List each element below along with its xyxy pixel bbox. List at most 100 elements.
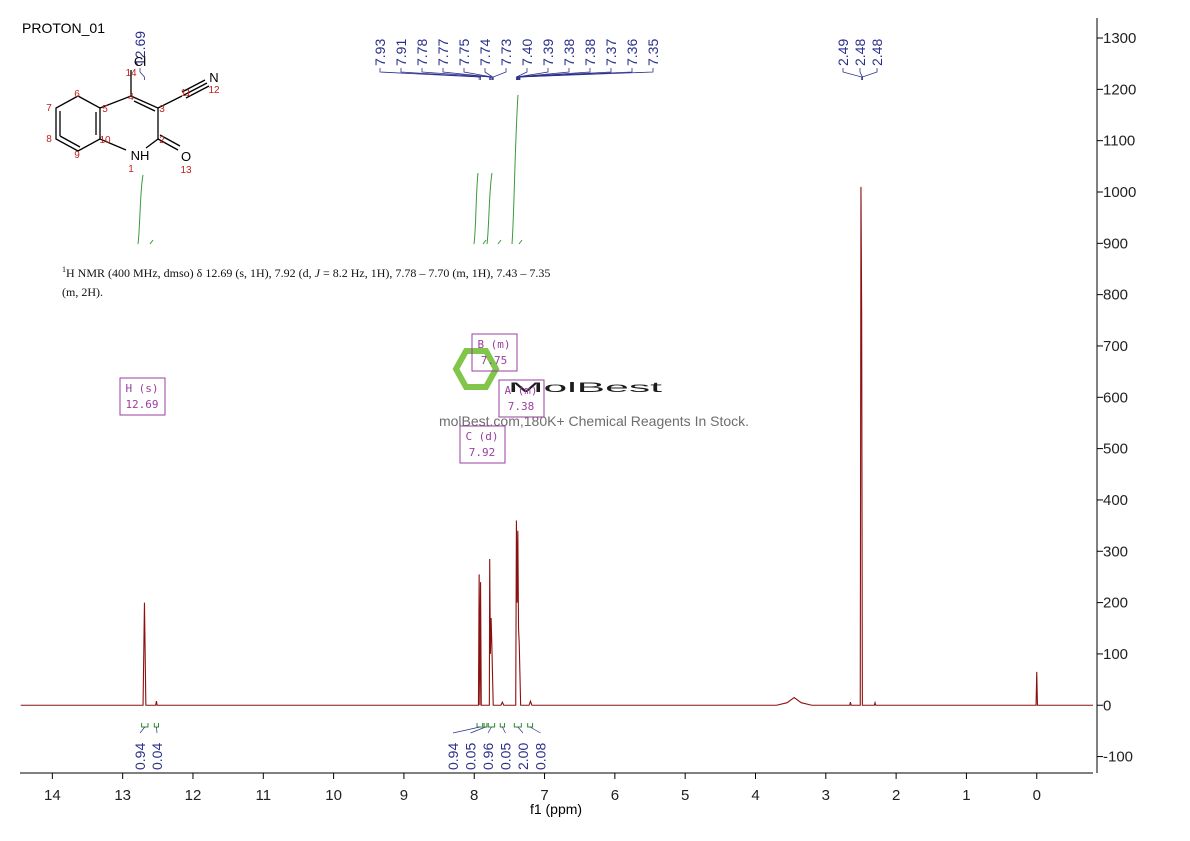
atom-number: 3	[159, 104, 165, 115]
atom-label: Cl	[134, 54, 146, 69]
tagline: molBest.com,180K+ Chemical Reagents In S…	[439, 413, 749, 429]
peak-label: 12.69	[132, 31, 148, 66]
peak-label: 7.40	[519, 39, 535, 66]
integral-bracket	[487, 723, 496, 728]
peak-label: 7.75	[456, 39, 472, 66]
peak-label: 2.48	[852, 39, 868, 66]
multiplet-box	[471, 333, 518, 372]
bond	[159, 134, 181, 147]
integral-bracket	[476, 723, 484, 728]
logo	[452, 348, 500, 390]
peak-label: 7.91	[393, 39, 409, 66]
x-tick-label: 3	[822, 787, 830, 804]
integral-curve	[518, 239, 523, 245]
integral-leader	[470, 726, 486, 734]
x-tick-label: 7	[540, 787, 548, 804]
y-tick-label: 1200	[1103, 81, 1136, 98]
atom-label: O	[181, 149, 191, 164]
benzene-ring	[55, 95, 101, 152]
y-tick-label: 1000	[1103, 184, 1136, 201]
integral-label: 0.05	[498, 743, 514, 770]
superscript: 1	[62, 265, 66, 274]
integral-curve	[149, 239, 154, 245]
integral-label: 0.08	[533, 743, 549, 770]
brand: MolBest	[508, 379, 662, 395]
peak-label: 2.49	[835, 39, 851, 66]
multiplet-shift: 7.75	[481, 354, 508, 367]
peak-label: 7.36	[624, 39, 640, 66]
multiplet-name: H (s)	[125, 382, 158, 395]
spectrum-line	[20, 186, 1093, 706]
integral-leader	[517, 726, 524, 734]
integral-curve	[473, 172, 479, 245]
integral-curve	[486, 172, 493, 245]
multiplet-name: C (d)	[465, 430, 498, 443]
x-tick-label: 2	[892, 787, 900, 804]
peak-leader	[421, 68, 491, 80]
peak-label: 7.73	[498, 39, 514, 66]
peak-leader	[463, 68, 493, 80]
nmr-description-line2: (m, 2H).	[62, 285, 103, 299]
x-tick-label: 13	[114, 787, 131, 804]
atom-number: 1	[128, 164, 134, 175]
y-tick-label: 100	[1103, 646, 1128, 663]
integral-label: 2.00	[515, 743, 531, 770]
integral-label: 0.05	[463, 743, 479, 770]
integral-curve	[482, 239, 487, 245]
y-tick-label: 400	[1103, 492, 1128, 509]
multiplet-box	[119, 377, 166, 416]
peak-leader	[518, 68, 612, 80]
y-tick-label: 500	[1103, 441, 1128, 458]
integral-label: 0.04	[149, 743, 165, 770]
integral-label: 0.94	[132, 743, 148, 770]
y-tick-label: 200	[1103, 595, 1128, 612]
bond	[185, 85, 210, 99]
chart-title: PROTON_01	[22, 20, 105, 36]
peak-leader	[516, 68, 528, 80]
x-tick-label: 4	[751, 787, 759, 804]
y-tick-label: 1300	[1103, 30, 1136, 47]
atom-number: 4	[128, 92, 134, 103]
peak-leader	[518, 68, 633, 80]
atom-number: 10	[99, 135, 111, 146]
integral-label: 0.96	[480, 743, 496, 770]
peak-label: 7.37	[603, 39, 619, 66]
peak-leader	[861, 68, 878, 80]
integral-bracket	[527, 723, 534, 728]
peak-label: 7.39	[540, 39, 556, 66]
x-tick-label: 10	[325, 787, 342, 804]
peak-leader	[517, 68, 591, 80]
peak-leader	[442, 68, 491, 80]
multiplet-shift: 7.92	[469, 446, 496, 459]
text: H NMR (400 MHz, dmso) δ 12.69 (s, 1H), 7…	[66, 266, 315, 280]
x-tick-label: 8	[470, 787, 478, 804]
peak-label: 7.38	[582, 39, 598, 66]
nmr-description: 1H NMR (400 MHz, dmso) δ 12.69 (s, 1H), …	[62, 265, 550, 280]
atom-number: 12	[208, 85, 220, 96]
y-tick-label: 700	[1103, 338, 1128, 355]
peak-leader	[139, 68, 145, 80]
atom-number: 2	[159, 135, 165, 146]
atom-number: 9	[74, 150, 80, 161]
peak-leader	[379, 68, 480, 80]
x-tick-label: 0	[1033, 787, 1041, 804]
atom-number: 7	[46, 103, 52, 114]
peak-leader	[516, 68, 549, 80]
integral-curve	[511, 94, 519, 245]
integral-leader	[502, 726, 506, 734]
integral-leader	[156, 726, 158, 734]
x-tick-label: 1	[962, 787, 970, 804]
integral-leader	[452, 726, 480, 734]
peak-leader	[842, 68, 863, 80]
integral-bracket	[483, 723, 488, 728]
text: J	[315, 266, 321, 280]
peak-leader	[519, 68, 654, 80]
integral-leader	[487, 726, 492, 734]
integral-leader	[139, 726, 146, 734]
y-tick-label: 600	[1103, 389, 1128, 406]
bond	[183, 82, 208, 96]
bond	[157, 95, 183, 109]
multiplet-name: A (m)	[504, 384, 537, 397]
atom-label: N	[209, 70, 218, 85]
